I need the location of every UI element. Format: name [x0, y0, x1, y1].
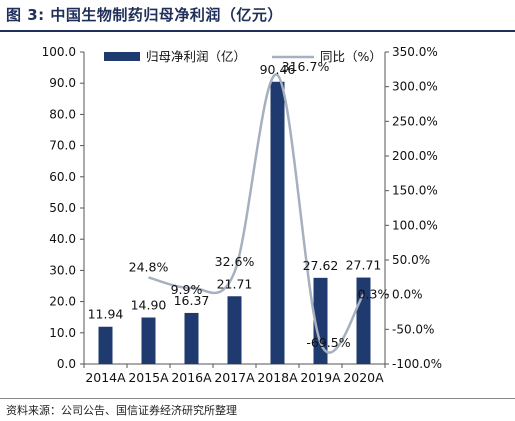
left-axis-tick-label: 10.0	[49, 326, 76, 340]
source-rule	[0, 398, 515, 399]
x-axis-tick-label: 2014A	[85, 370, 126, 385]
yoy-value-label: 24.8%	[129, 259, 169, 274]
left-axis-tick-label: 70.0	[49, 139, 76, 153]
bar-value-label: 27.71	[346, 258, 382, 273]
x-axis-tick-label: 2019A	[300, 370, 341, 385]
right-axis-tick-label: 50.0%	[392, 253, 430, 267]
bar	[270, 81, 285, 364]
right-axis-tick-label: 350.0%	[392, 45, 438, 59]
yoy-value-label: -69.5%	[306, 335, 350, 350]
bar	[227, 296, 242, 364]
yoy-value-label: 0.3%	[358, 286, 390, 301]
bar	[98, 326, 113, 364]
bar	[313, 277, 328, 364]
right-axis-tick-label: 100.0%	[392, 218, 438, 232]
yoy-value-label: 9.9%	[171, 282, 203, 297]
bar	[184, 312, 199, 364]
left-axis-tick-label: 20.0	[49, 295, 76, 309]
bar-value-label: 11.94	[88, 307, 124, 322]
yoy-line	[148, 73, 365, 354]
left-axis-tick-label: 90.0	[49, 76, 76, 90]
source-note: 资料来源：公司公告、国信证券经济研究所整理	[6, 404, 237, 417]
left-axis-tick-label: 100.0	[42, 45, 76, 59]
figure-title: 图 3: 中国生物制药归母净利润（亿元）	[6, 6, 283, 24]
right-axis-tick-label: -100.0%	[392, 357, 442, 371]
legend-label-bar: 归母净利润（亿）	[146, 49, 246, 64]
left-axis-tick-label: 60.0	[49, 170, 76, 184]
x-axis-tick-label: 2018A	[257, 370, 298, 385]
bar	[141, 317, 156, 364]
right-axis-tick-label: 250.0%	[392, 114, 438, 128]
legend-swatch-bar	[104, 52, 140, 61]
bar-value-label: 21.71	[217, 276, 253, 291]
yoy-value-label: 316.7%	[282, 59, 330, 74]
x-axis-tick-label: 2015A	[128, 370, 169, 385]
left-axis-tick-label: 30.0	[49, 263, 76, 277]
left-axis-tick-label: 0.0	[57, 357, 76, 371]
left-axis-tick-label: 40.0	[49, 232, 76, 246]
left-axis-tick-label: 50.0	[49, 201, 76, 215]
legend-label-line: 同比（%）	[320, 49, 382, 64]
left-axis-tick-label: 80.0	[49, 107, 76, 121]
right-axis-tick-label: 0.0%	[392, 288, 423, 302]
right-axis-tick-label: 200.0%	[392, 149, 438, 163]
right-axis-tick-label: 150.0%	[392, 184, 438, 198]
title-rule	[0, 30, 515, 32]
bar-value-label: 14.90	[131, 298, 167, 313]
bar-value-label: 90.46	[260, 62, 296, 77]
yoy-value-label: 32.6%	[215, 254, 255, 269]
right-axis-tick-label: -50.0%	[392, 322, 434, 336]
x-axis-tick-label: 2017A	[214, 370, 255, 385]
right-axis-tick-label: 300.0%	[392, 80, 438, 94]
bar-value-label: 16.37	[174, 293, 210, 308]
bar-value-label: 27.62	[303, 258, 339, 273]
x-axis-tick-label: 2016A	[171, 370, 212, 385]
x-axis-tick-label: 2020A	[343, 370, 384, 385]
